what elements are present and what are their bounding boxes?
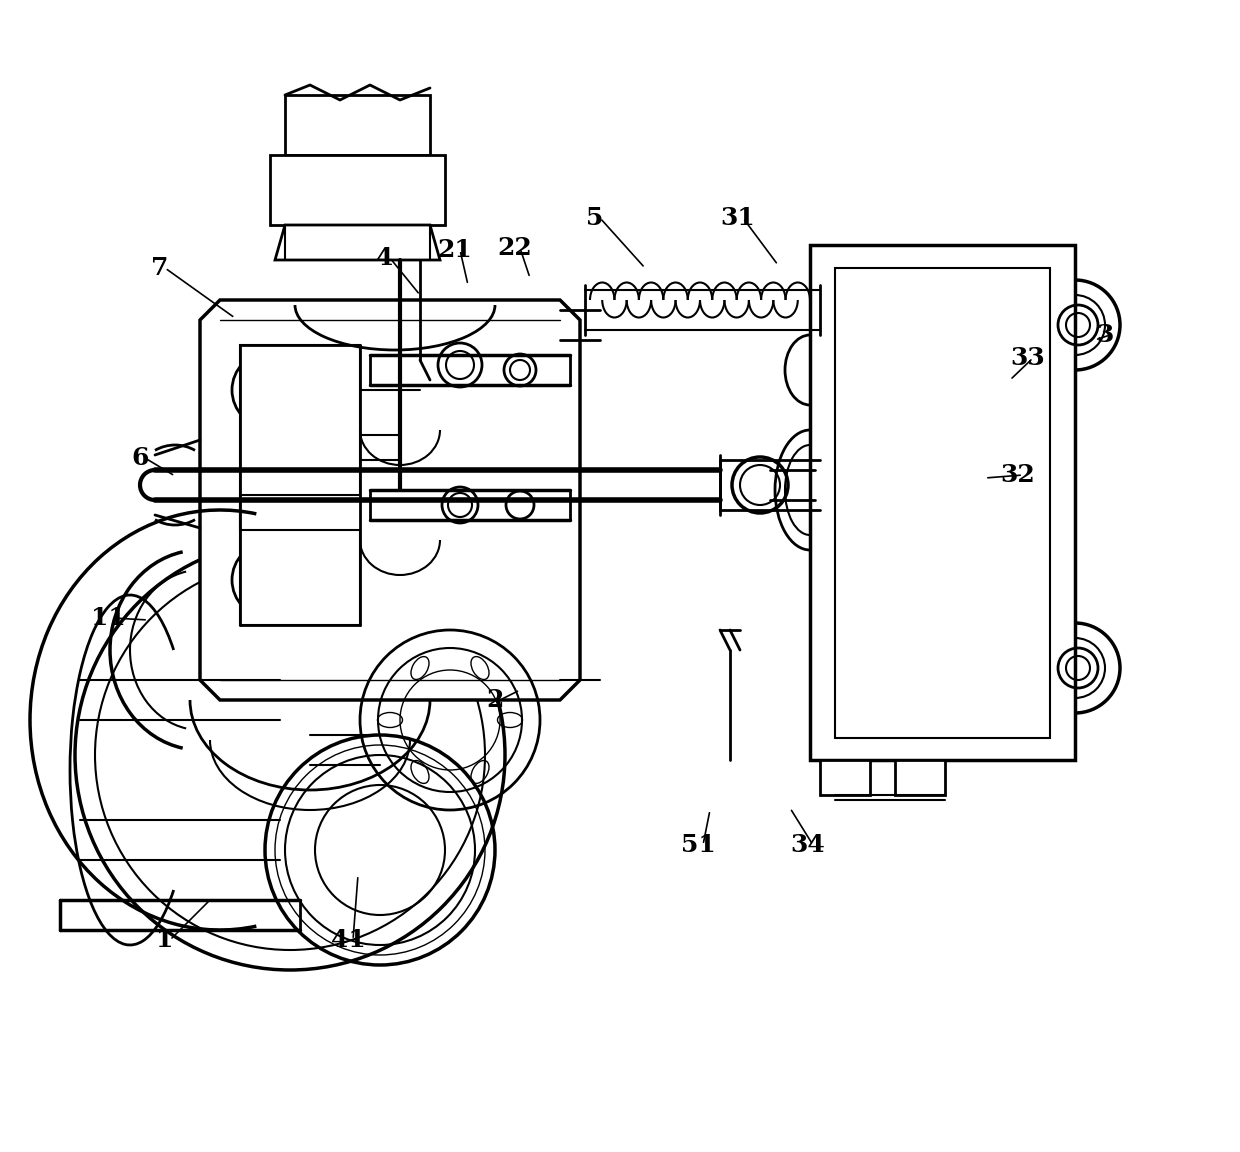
Text: 51: 51 (681, 833, 715, 857)
Polygon shape (820, 760, 870, 795)
Text: 21: 21 (438, 238, 472, 262)
Text: 41: 41 (331, 929, 366, 952)
Polygon shape (285, 94, 430, 156)
Text: 2: 2 (486, 688, 503, 712)
Text: 33: 33 (1011, 346, 1045, 370)
Text: 6: 6 (131, 446, 149, 470)
Text: 4: 4 (376, 247, 393, 270)
Polygon shape (241, 344, 360, 626)
Text: 34: 34 (791, 833, 826, 857)
Text: 11: 11 (91, 606, 125, 630)
Polygon shape (270, 156, 445, 225)
Text: 5: 5 (587, 206, 604, 230)
Text: 32: 32 (1001, 463, 1035, 487)
Polygon shape (810, 245, 1075, 760)
Polygon shape (895, 760, 945, 795)
Text: 22: 22 (497, 236, 532, 260)
Text: 3: 3 (1096, 323, 1114, 347)
Text: 1: 1 (156, 929, 174, 952)
Polygon shape (200, 300, 580, 700)
Polygon shape (275, 225, 440, 260)
Text: 31: 31 (720, 206, 755, 230)
Polygon shape (835, 268, 1050, 738)
Text: 7: 7 (151, 256, 169, 280)
